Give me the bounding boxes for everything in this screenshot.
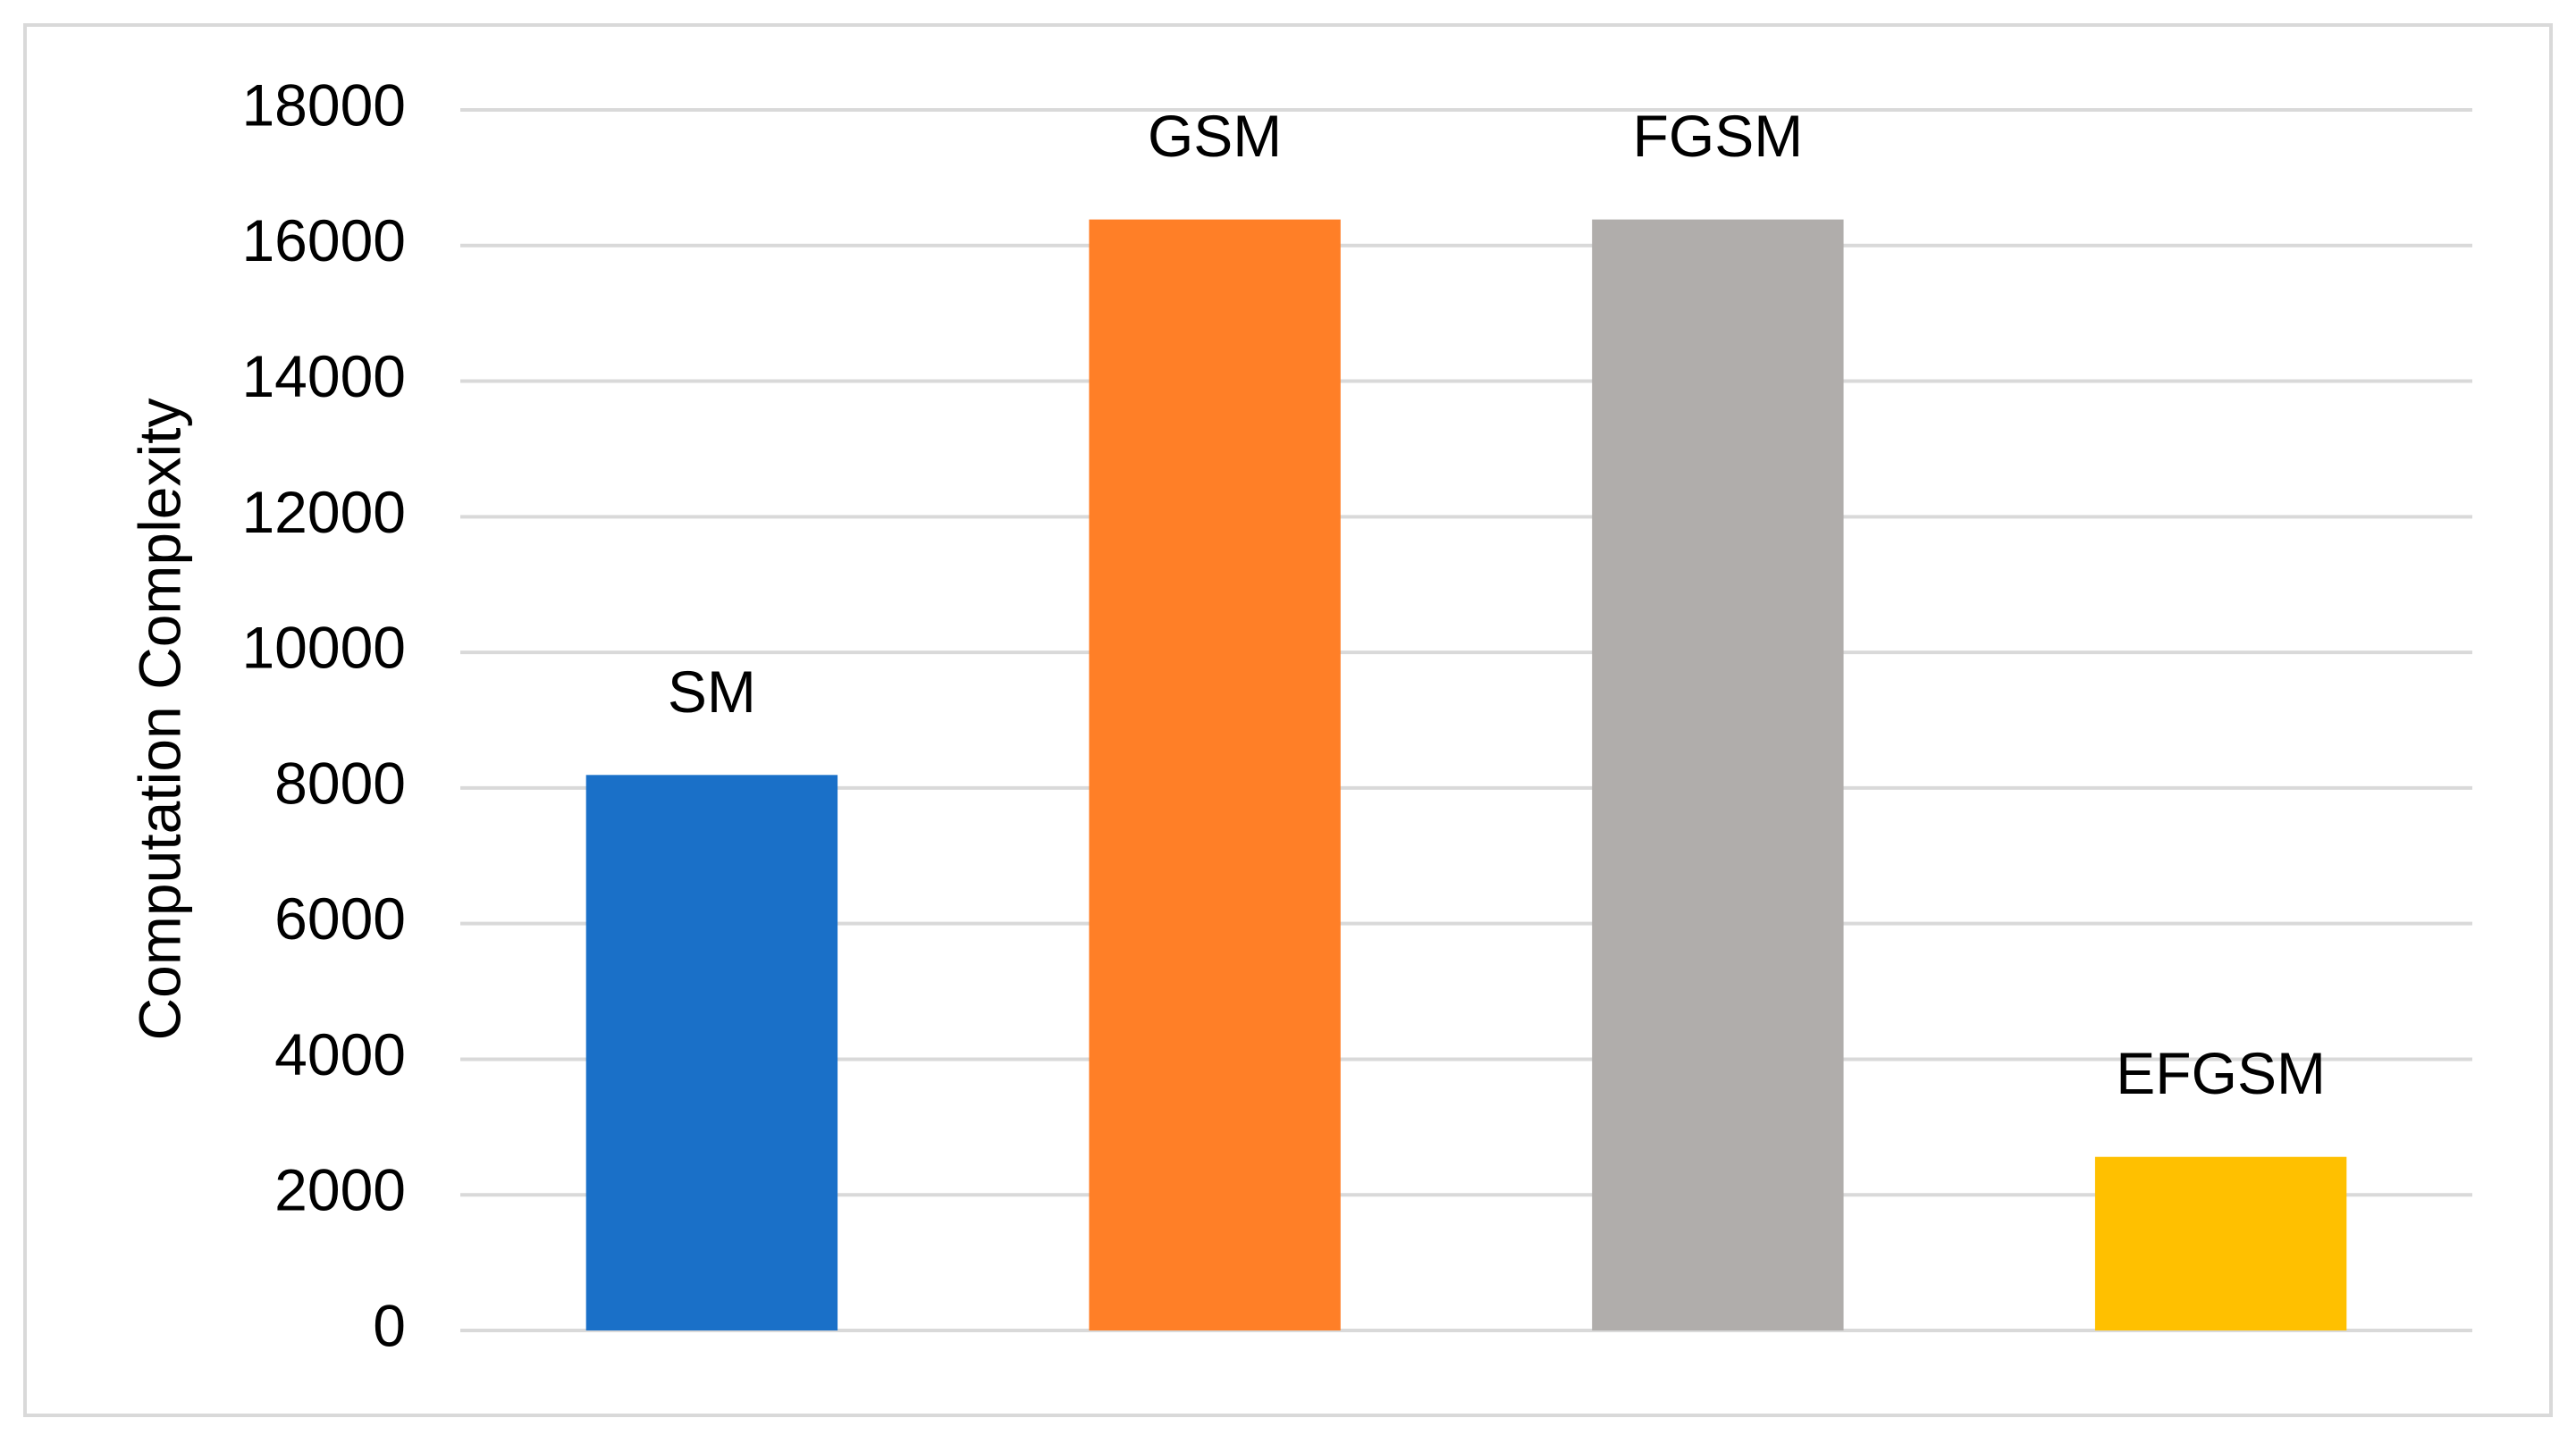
bar	[585, 775, 838, 1330]
y-tick-label: 0	[373, 1292, 406, 1358]
y-tick-label: 6000	[274, 885, 406, 952]
y-tick-label: 10000	[241, 615, 406, 681]
y-tick-label: 16000	[241, 207, 406, 273]
bar-label: GSM	[1148, 103, 1282, 169]
y-tick-label: 8000	[274, 750, 406, 816]
y-tick-label: 18000	[241, 71, 406, 138]
y-tick-label: 4000	[274, 1021, 406, 1087]
y-tick-label: 2000	[274, 1157, 406, 1223]
bar	[1592, 219, 1844, 1330]
y-axis-label: Computation Complexity	[126, 399, 192, 1041]
y-tick-label: 12000	[241, 479, 406, 545]
bar-label: FGSM	[1633, 103, 1804, 169]
bar-label: SM	[668, 659, 756, 725]
bar-label: EFGSM	[2116, 1040, 2326, 1106]
bar	[2094, 1156, 2347, 1330]
bar	[1089, 219, 1341, 1330]
y-tick-label: 14000	[241, 343, 406, 409]
